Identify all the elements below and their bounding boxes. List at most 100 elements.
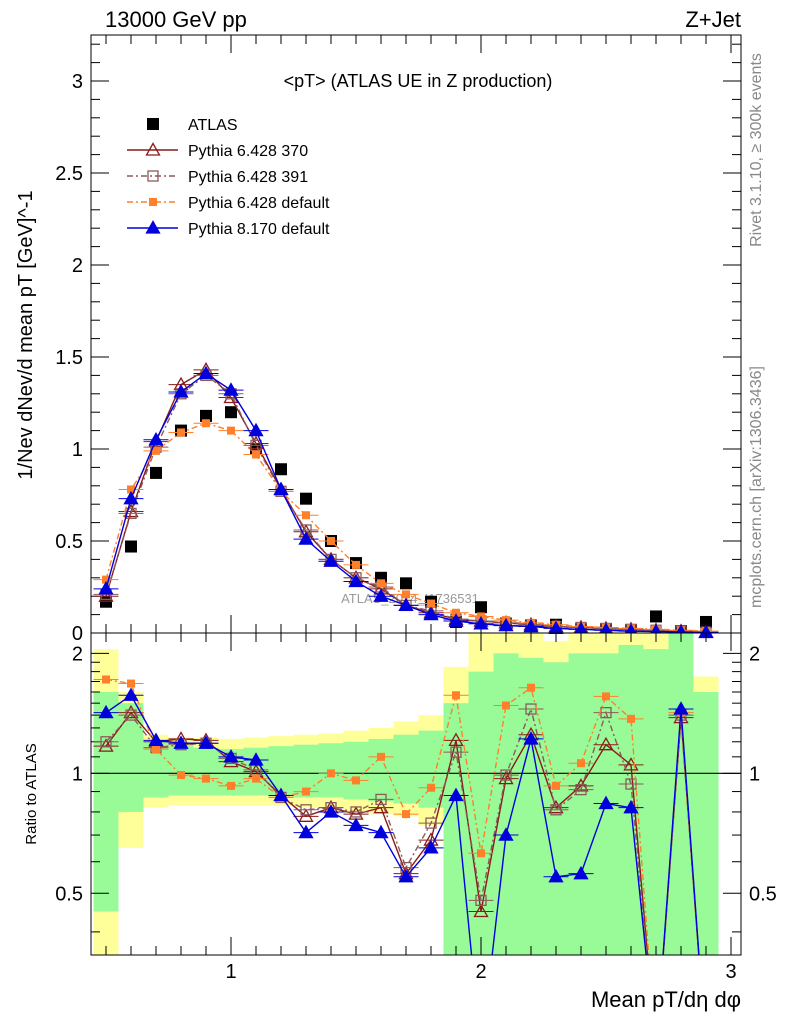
ratio-point-p391 — [350, 806, 362, 818]
ratio-point-p8def — [148, 732, 164, 746]
ratio-band-green — [643, 649, 669, 955]
ratio-band-green — [343, 741, 369, 800]
ratio-point-p391 — [375, 793, 387, 806]
ratio-point-p8def — [423, 840, 439, 854]
ratio-point-p391 — [625, 778, 637, 790]
ratio-point-p8def — [348, 817, 364, 832]
main-point-p8def — [298, 531, 314, 545]
ratio-point-p6def — [527, 683, 535, 692]
main-point-p8def — [198, 365, 214, 380]
main-point-atlas — [125, 540, 137, 553]
main-y-tick-label: 2.5 — [55, 163, 83, 185]
ratio-point-p391 — [100, 736, 112, 748]
legend-label-atlas: ATLAS — [188, 117, 238, 134]
ratio-point-p8def — [673, 701, 689, 715]
ratio-point-p8def — [173, 735, 189, 749]
ratio-point-p370 — [498, 770, 514, 785]
main-point-p6def — [352, 560, 360, 569]
ratio-point-p391 — [600, 706, 612, 719]
ratio-point-p8def — [398, 868, 414, 883]
ratio-y-tick-label: 2 — [72, 643, 83, 665]
legend-entry-p370: Pythia 6.428 370 — [127, 142, 308, 160]
legend-marker-p6def — [149, 198, 157, 206]
x-tick-label: 3 — [725, 961, 736, 983]
main-point-p6def — [302, 511, 310, 520]
legend-entry-p8def: Pythia 8.170 default — [127, 220, 330, 238]
ratio-point-p8def — [248, 752, 264, 766]
ratio-point-p6def — [202, 774, 210, 783]
main-point-atlas — [475, 601, 487, 614]
ratio-y-tick-label-right: 0.5 — [749, 883, 777, 905]
ratio-uncertainty-bands — [93, 633, 719, 955]
ratio-point-p6def — [602, 692, 610, 701]
main-panel-series — [93, 362, 719, 639]
header-left: 13000 GeV pp — [105, 7, 247, 32]
main-point-p8def — [273, 481, 289, 496]
ratio-point-p6def — [502, 701, 510, 710]
main-point-atlas — [400, 577, 412, 590]
ratio-band-green — [168, 746, 194, 796]
main-point-p8def — [173, 384, 189, 398]
main-point-p8def — [373, 588, 389, 602]
legend-marker-p391 — [147, 170, 159, 182]
ratio-band-green — [418, 730, 444, 808]
main-point-p8def — [473, 615, 489, 630]
rivet-label: Rivet 3.1.10, ≥ 300k events — [748, 53, 765, 247]
ratio-y-tick-label: 0.5 — [55, 883, 83, 905]
ratio-band-green — [668, 633, 694, 955]
ratio-band-green — [93, 691, 119, 912]
legend-entry-atlas: ATLAS — [147, 117, 238, 134]
ratio-point-p391 — [125, 709, 137, 721]
legend-label-p391: Pythia 6.428 391 — [188, 169, 308, 186]
ratio-y-tick-label-right: 1 — [749, 763, 760, 785]
legend-marker-p370 — [145, 142, 161, 156]
ratio-point-p6def — [552, 781, 560, 790]
ratio-band-green — [543, 662, 569, 955]
ratio-point-p8def — [323, 804, 339, 818]
main-point-atlas — [300, 492, 312, 505]
ratio-y-tick-label-right: 2 — [749, 643, 760, 665]
ratio-point-p370 — [448, 732, 464, 746]
ratio-point-p8def — [123, 687, 139, 701]
ratio-point-p6def — [477, 849, 485, 858]
main-y-tick-label: 1.5 — [55, 347, 83, 369]
ratio-band-green — [468, 671, 494, 955]
main-point-p6def — [327, 537, 335, 545]
main-point-p8def — [398, 597, 414, 612]
ratio-point-p8def — [98, 704, 114, 719]
main-point-p391 — [125, 507, 137, 520]
ratio-point-p6def — [352, 776, 360, 785]
analysis-watermark: ATLAS_2014_I1736531 — [341, 591, 479, 606]
ratio-point-p370 — [123, 704, 139, 719]
main-point-p6def — [177, 428, 185, 437]
legend-entry-p391: Pythia 6.428 391 — [127, 169, 308, 186]
main-point-atlas — [225, 406, 237, 419]
main-point-p8def — [123, 490, 139, 505]
main-point-atlas — [150, 466, 162, 479]
main-y-tick-label: 0.5 — [55, 531, 83, 553]
ratio-point-p391 — [500, 769, 512, 781]
ratio-series-group — [93, 675, 700, 955]
ratio-point-p6def — [577, 759, 585, 768]
ratio-band-green — [393, 734, 419, 804]
ratio-point-p6def — [102, 675, 110, 684]
main-point-p8def — [423, 606, 439, 621]
main-point-p370 — [223, 389, 239, 404]
legend: ATLAS Pythia 6.428 370 Pythia 6.428 391 Pyt… — [127, 117, 330, 238]
legend-marker-p8def — [145, 220, 161, 234]
ratio-point-p6def — [227, 781, 235, 790]
main-point-p6def — [152, 446, 160, 455]
main-point-atlas — [275, 463, 287, 476]
legend-label-p6def: Pythia 6.428 default — [188, 195, 330, 212]
main-y-tick-label: 3 — [72, 71, 83, 93]
main-point-p391 — [250, 439, 262, 451]
ratio-point-p391 — [425, 817, 437, 829]
ratio-point-p8def — [498, 827, 514, 841]
ratio-band-green — [518, 657, 544, 955]
ratio-series-p8def — [93, 687, 700, 955]
main-point-p8def — [448, 613, 464, 627]
main-point-p6def — [402, 590, 410, 599]
ratio-point-p6def — [377, 752, 385, 761]
legend-label-p8def: Pythia 8.170 default — [188, 221, 330, 238]
main-point-p370 — [248, 435, 264, 450]
